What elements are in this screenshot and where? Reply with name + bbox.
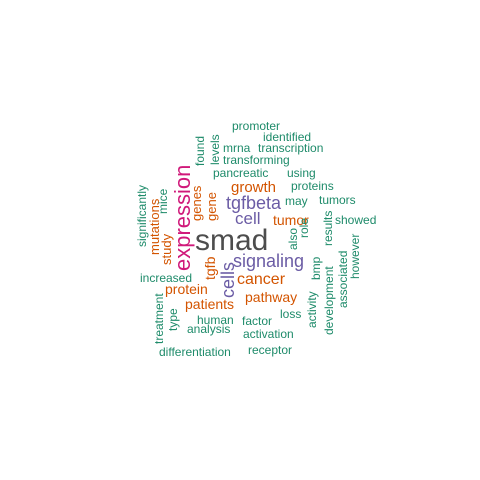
word-levels: levels <box>208 134 222 165</box>
word-loss: loss <box>280 307 302 321</box>
word-tgfbeta: tgfbeta <box>226 193 282 213</box>
word-type: type <box>166 308 180 331</box>
word-tumor: tumor <box>273 212 309 228</box>
word-promoter: promoter <box>232 119 281 133</box>
word-found: found <box>193 135 207 166</box>
word-patients: patients <box>185 296 235 312</box>
word-may: may <box>285 194 308 208</box>
word-transcription: transcription <box>258 141 324 155</box>
word-showed: showed <box>335 213 377 227</box>
word-differentiation: differentiation <box>159 345 231 359</box>
word-pancreatic: pancreatic <box>213 166 269 180</box>
word-results: results <box>321 210 335 246</box>
word-tumors: tumors <box>319 193 356 207</box>
word-associated: associated <box>336 250 350 308</box>
word-development: development <box>322 266 336 335</box>
word-human: human <box>197 313 234 327</box>
word-increased: increased <box>140 271 193 285</box>
word-identified: identified <box>263 130 312 144</box>
word-also: also <box>286 227 300 250</box>
word-pathway: pathway <box>245 289 298 305</box>
word-however: however <box>348 233 362 279</box>
word-significantly: significantly <box>135 184 149 247</box>
word-activation: activation <box>243 327 294 341</box>
word-receptor: receptor <box>248 343 293 357</box>
word-mrna: mrna <box>223 141 251 155</box>
word-cell: cell <box>235 209 261 228</box>
word-genes: genes <box>189 185 204 221</box>
word-protein: protein <box>165 281 208 297</box>
word-cells: cells <box>218 261 238 298</box>
word-bmp: bmp <box>309 256 323 280</box>
word-activity: activity <box>305 291 319 328</box>
word-proteins: proteins <box>291 179 334 193</box>
word-tgfb: tgfb <box>202 256 218 280</box>
word-mice: mice <box>156 188 170 214</box>
word-growth: growth <box>231 179 277 196</box>
word-cancer: cancer <box>237 271 286 288</box>
word-transforming: transforming <box>223 153 290 167</box>
word-signaling: signaling <box>233 251 305 271</box>
word-analysis: analysis <box>187 322 231 336</box>
word-using: using <box>287 166 316 180</box>
word-smad: smad <box>195 224 269 257</box>
word-study: study <box>159 233 174 265</box>
word-gene: gene <box>204 192 219 221</box>
word-factor: factor <box>242 314 273 328</box>
word-treatment: treatment <box>152 293 166 344</box>
